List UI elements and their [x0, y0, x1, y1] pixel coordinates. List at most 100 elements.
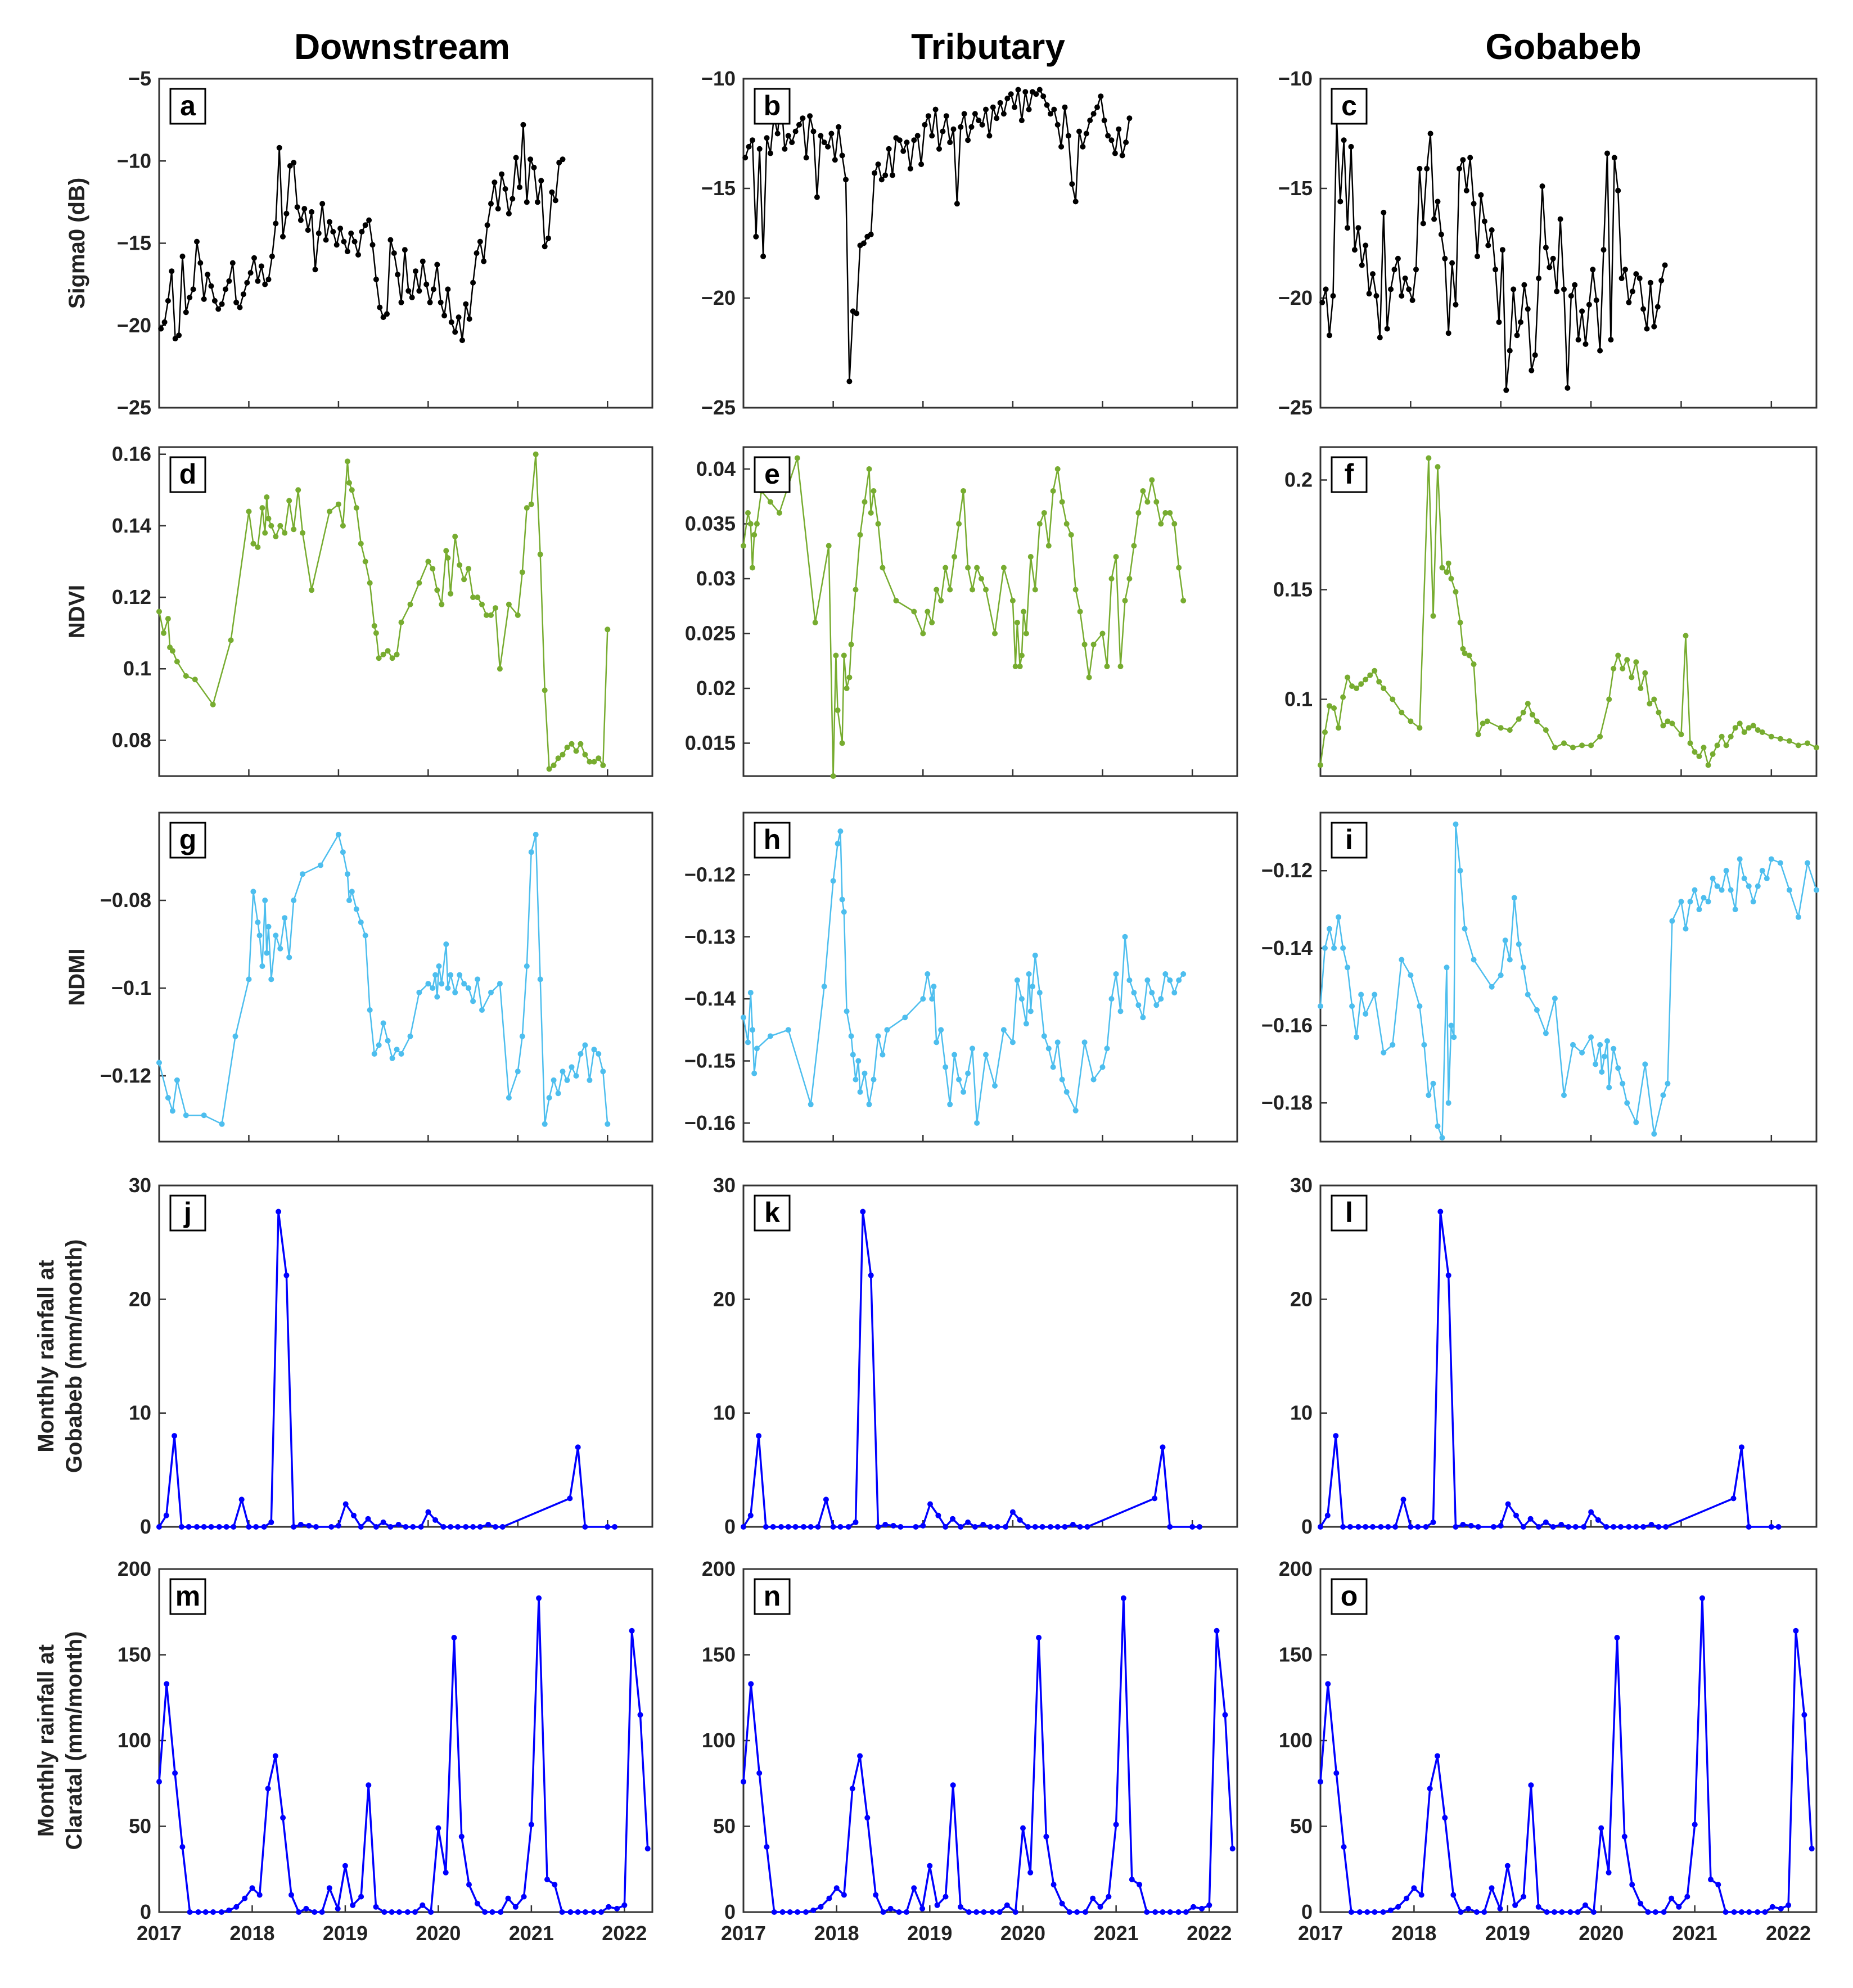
data-point [1336, 914, 1342, 920]
data-point [904, 139, 910, 146]
data-point [407, 1033, 413, 1039]
data-point [1678, 899, 1684, 905]
data-point [965, 137, 971, 143]
data-point [1621, 1833, 1627, 1840]
data-point [1160, 1909, 1166, 1915]
data-point [183, 673, 189, 679]
data-point [767, 1033, 773, 1039]
data-point [1480, 720, 1486, 727]
data-point [358, 540, 364, 547]
y-tick-label: −20 [1278, 286, 1313, 309]
data-point [1719, 887, 1725, 893]
data-point [875, 1033, 881, 1039]
data-point [808, 1524, 814, 1530]
panel-frame [158, 812, 653, 1143]
data-point [961, 111, 967, 117]
data-point [1453, 1524, 1459, 1530]
data-point [1507, 957, 1513, 963]
data-point [273, 534, 279, 539]
data-point [555, 1090, 561, 1097]
data-point [319, 1909, 325, 1915]
data-point [1768, 1524, 1774, 1530]
x-tick-label: 2017 [137, 1922, 182, 1945]
data-point [1080, 143, 1086, 150]
y-tick-label: 0.015 [685, 732, 736, 755]
data-point [940, 128, 946, 134]
data-point [792, 128, 799, 134]
data-point [1678, 731, 1684, 737]
data-point [644, 1846, 651, 1852]
data-point [1606, 1084, 1612, 1090]
data-point [1777, 860, 1783, 866]
data-point [218, 1909, 224, 1915]
data-point [929, 996, 935, 1002]
y-tick-label: −10 [117, 149, 151, 172]
data-point [458, 1833, 465, 1840]
data-point [265, 276, 272, 282]
panel-letter-box [1331, 822, 1368, 859]
data-point [1737, 856, 1743, 862]
data-point [1003, 1524, 1009, 1530]
data-point [965, 1070, 971, 1076]
data-point [569, 741, 575, 747]
data-point [1462, 926, 1468, 932]
data-point [1367, 672, 1373, 678]
data-point [896, 137, 903, 143]
y-tick-label: 0.035 [685, 512, 736, 535]
data-point [1062, 1524, 1068, 1530]
data-point [862, 499, 868, 505]
data-point [1786, 887, 1792, 893]
data-point [1786, 738, 1792, 744]
data-point [1460, 646, 1466, 652]
y-tick-label: 0 [1301, 1515, 1313, 1538]
y-tick-label: −0.15 [684, 1049, 736, 1072]
data-point [545, 235, 551, 241]
data-point [498, 1909, 504, 1915]
data-point [309, 587, 315, 593]
data-point [156, 1060, 162, 1066]
panel-g: −0.08 −0.1 −0.12 NDMI g [65, 812, 653, 1143]
data-point [439, 601, 445, 607]
y-tick-label: 0 [724, 1515, 736, 1538]
data-point [546, 766, 552, 772]
data-point [1570, 745, 1576, 751]
data-point [764, 135, 770, 141]
data-point [750, 137, 755, 143]
data-point [326, 1885, 332, 1891]
data-point [183, 309, 189, 315]
data-point [226, 1907, 232, 1913]
data-point [1017, 664, 1023, 669]
data-point [1032, 1524, 1038, 1530]
data-point [800, 115, 806, 121]
data-point [493, 1524, 498, 1530]
y-tick-label: −25 [701, 396, 736, 419]
data-point [1640, 1524, 1647, 1530]
data-point [1579, 1049, 1585, 1056]
data-point [1692, 749, 1698, 755]
data-point [455, 1524, 461, 1530]
data-point [1543, 1519, 1549, 1525]
data-point [389, 1909, 395, 1915]
data-point [1175, 1909, 1182, 1915]
data-point [335, 1523, 341, 1529]
data-point [276, 1209, 282, 1215]
data-point [1051, 106, 1057, 112]
data-point [201, 296, 207, 302]
x-tick-label: 2017 [721, 1922, 766, 1945]
data-point [445, 555, 451, 561]
data-point [771, 1909, 777, 1915]
data-point [194, 238, 200, 245]
data-point [1552, 1909, 1557, 1915]
data-point [1384, 326, 1390, 332]
x-tick-label: 2021 [1094, 1922, 1139, 1945]
data-point [1683, 926, 1689, 932]
panel-letter: l [1345, 1197, 1353, 1228]
data-point [1381, 209, 1387, 215]
data-point [866, 1101, 872, 1107]
data-point [1606, 696, 1612, 702]
series-line [742, 830, 1184, 1124]
data-point [443, 941, 449, 947]
y-axis-label-line: Gobabeb (mm/month) [62, 1239, 87, 1473]
data-point [528, 501, 534, 507]
data-point [1378, 1524, 1384, 1530]
